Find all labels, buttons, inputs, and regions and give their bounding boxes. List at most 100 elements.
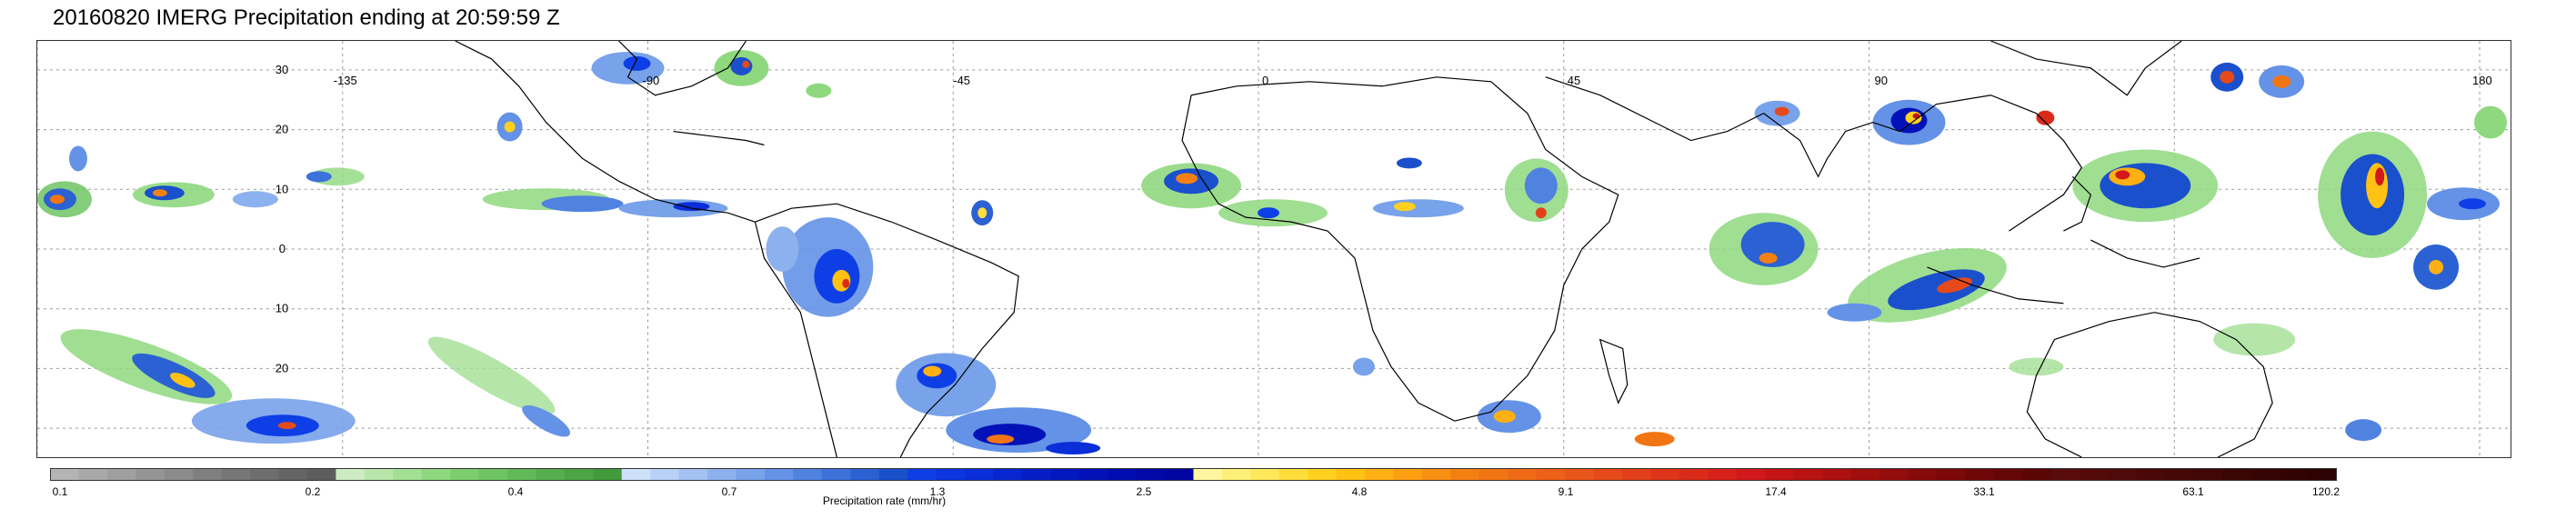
- colorbar-swatch: [2193, 468, 2223, 481]
- precipitation-map: 30 20 10 0 10 20 -135 -90 -45 0 45 90 18…: [36, 40, 2511, 458]
- colorbar-swatch: [564, 468, 594, 481]
- colorbar-swatch: [2165, 468, 2195, 481]
- colorbar-swatch: [50, 468, 80, 481]
- colorbar-tick-label: 0.1: [52, 485, 68, 498]
- colorbar-tick-label: 33.1: [1973, 485, 1995, 498]
- colorbar-swatch: [1879, 468, 1909, 481]
- map-canvas: 30 20 10 0 10 20 -135 -90 -45 0 45 90 18…: [37, 41, 2511, 457]
- colorbar-swatch: [2136, 468, 2166, 481]
- colorbar-swatch: [336, 468, 366, 481]
- colorbar-swatch: [507, 468, 537, 481]
- colorbar-swatch: [2022, 468, 2052, 481]
- colorbar-swatch: [1822, 468, 1852, 481]
- colorbar-tick-label: 2.5: [1136, 485, 1152, 498]
- map-title: 20160820 IMERG Precipitation ending at 2…: [53, 5, 560, 30]
- colorbar-swatch: [1765, 468, 1795, 481]
- colorbar-swatch: [1250, 468, 1280, 481]
- lon-label-7: 180: [2472, 74, 2492, 87]
- colorbar-swatch: [78, 468, 108, 481]
- colorbar-swatch: [993, 468, 1023, 481]
- lat-label-2: 20: [276, 123, 288, 136]
- lon-label-1: -135: [334, 74, 357, 87]
- colorbar-swatch: [1993, 468, 2023, 481]
- colorbar-swatch: [278, 468, 308, 481]
- colorbar-swatch: [164, 468, 194, 481]
- colorbar-border: [50, 468, 2337, 481]
- colorbar-swatch: [250, 468, 280, 481]
- colorbar-swatch: [2108, 468, 2138, 481]
- colorbar-tick-label: 9.1: [1558, 485, 1574, 498]
- colorbar-swatch: [1650, 468, 1680, 481]
- colorbar-swatch: [2080, 468, 2110, 481]
- gridlines: [37, 41, 2511, 457]
- colorbar-swatch: [1050, 468, 1080, 481]
- colorbar-swatch: [1365, 468, 1395, 481]
- lon-label-3: -45: [953, 74, 970, 87]
- lon-label-2: -90: [643, 74, 660, 87]
- colorbar-swatch: [2280, 468, 2310, 481]
- colorbar-swatch: [1936, 468, 1966, 481]
- colorbar-swatch: [1108, 468, 1138, 481]
- colorbar-swatch: [393, 468, 423, 481]
- colorbar-swatch: [878, 468, 908, 481]
- colorbar-label: Precipitation rate (mm/hr): [822, 494, 947, 507]
- colorbar-tick-label: 0.4: [507, 485, 524, 498]
- colorbar-tick-label: 17.4: [1765, 485, 1787, 498]
- colorbar-swatch: [2250, 468, 2280, 481]
- colorbar-tick-label: 4.8: [1351, 485, 1368, 498]
- lat-label-3: 10: [276, 182, 288, 195]
- colorbar-swatch: [1536, 468, 1566, 481]
- lat-label-4: 0: [279, 242, 286, 255]
- lat-label-1: 30: [276, 63, 288, 76]
- colorbar-swatch: [1393, 468, 1423, 481]
- colorbar-swatch: [421, 468, 451, 481]
- colorbar-tick-labels: 0.1 0.2 0.4 0.7 1.3 2.5 4.8 9.1 17.4 33.1 63.1 120.…: [50, 485, 2340, 500]
- colorbar: [50, 468, 2337, 481]
- colorbar-swatch: [593, 468, 623, 481]
- colorbar-swatch: [707, 468, 737, 481]
- colorbar-swatch: [2308, 468, 2337, 481]
- colorbar-swatch: [793, 468, 823, 481]
- colorbar-swatch: [1736, 468, 1766, 481]
- lat-label-5: 10: [276, 302, 288, 315]
- colorbar-tick-label: 120.2: [2311, 485, 2340, 498]
- colorbar-swatch: [135, 468, 165, 481]
- colorbar-swatch: [907, 468, 937, 481]
- colorbar-swatch: [936, 468, 966, 481]
- colorbar-swatch: [1021, 468, 1051, 481]
- colorbar-swatch: [965, 468, 995, 481]
- colorbar-swatch: [478, 468, 508, 481]
- lon-label-5: 45: [1568, 74, 1580, 87]
- colorbar-swatch: [450, 468, 480, 481]
- colorbar-swatch: [1965, 468, 1995, 481]
- colorbar-swatch: [1136, 468, 1166, 481]
- lon-label-4: 0: [1262, 74, 1268, 87]
- colorbar-swatch: [1450, 468, 1480, 481]
- colorbar-swatch: [106, 468, 136, 481]
- colorbar-swatch: [1908, 468, 1938, 481]
- colorbar-swatch: [536, 468, 566, 481]
- colorbar-swatch: [2222, 468, 2252, 481]
- colorbar-swatch: [1708, 468, 1738, 481]
- colorbar-swatch: [1078, 468, 1108, 481]
- colorbar-swatch: [193, 468, 223, 481]
- colorbar-swatch: [678, 468, 708, 481]
- colorbar-swatch: [1336, 468, 1366, 481]
- colorbar-swatch: [1793, 468, 1823, 481]
- colorbar-swatch: [621, 468, 651, 481]
- colorbar-swatch: [1422, 468, 1452, 481]
- colorbar-swatch: [1622, 468, 1652, 481]
- colorbar-swatches: [50, 468, 2337, 481]
- colorbar-tick-label: 1.3: [929, 485, 946, 498]
- lat-label-6: 20: [276, 361, 288, 374]
- lon-label-6: 90: [1875, 74, 1888, 87]
- colorbar-tick-label: 0.7: [721, 485, 737, 498]
- colorbar-swatch: [1193, 468, 1223, 481]
- colorbar-swatch: [1850, 468, 1880, 481]
- colorbar-swatch: [306, 468, 336, 481]
- colorbar-swatch: [221, 468, 251, 481]
- colorbar-swatch: [650, 468, 680, 481]
- colorbar-swatch: [364, 468, 394, 481]
- colorbar-swatch: [1679, 468, 1709, 481]
- coastlines: [455, 41, 2273, 457]
